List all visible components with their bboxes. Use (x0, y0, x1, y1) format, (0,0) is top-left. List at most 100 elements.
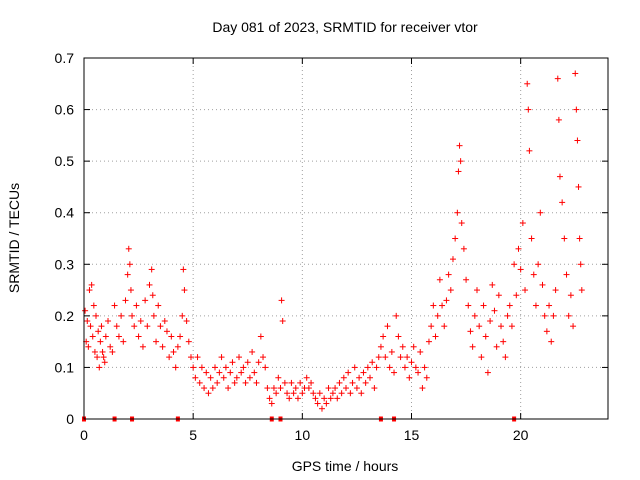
data-point (201, 385, 208, 392)
data-point (87, 323, 94, 330)
data-point (268, 400, 275, 407)
data-point (86, 287, 93, 294)
data-point (91, 348, 98, 355)
data-point (266, 395, 273, 402)
y-tick-label: 0.3 (55, 256, 75, 272)
data-point (181, 287, 188, 294)
data-point (292, 385, 299, 392)
data-point (430, 302, 437, 309)
data-point (260, 354, 267, 361)
data-point (113, 323, 120, 330)
data-point (166, 354, 173, 361)
data-point (457, 158, 464, 165)
data-point (432, 333, 439, 340)
data-point (577, 261, 584, 268)
data-point (573, 106, 580, 113)
data-point (491, 307, 498, 314)
y-tick-label: 0.7 (55, 50, 75, 66)
data-point (240, 364, 247, 371)
data-point (412, 364, 419, 371)
x-tick-label: 0 (80, 427, 88, 443)
data-point (290, 390, 297, 397)
data-point (351, 364, 358, 371)
data-point (323, 400, 330, 407)
data-point (439, 302, 446, 309)
data-point (312, 395, 319, 402)
data-point (216, 369, 223, 376)
data-point (332, 385, 339, 392)
data-point (554, 75, 561, 82)
data-point (410, 343, 417, 350)
data-point (325, 385, 332, 392)
data-point (308, 379, 315, 386)
data-point (179, 312, 186, 319)
data-point (574, 137, 581, 144)
data-point (318, 405, 325, 412)
data-point (270, 385, 277, 392)
data-point (458, 220, 465, 227)
data-point (89, 333, 96, 340)
data-point (95, 328, 102, 335)
data-points (82, 70, 585, 422)
data-point (476, 323, 483, 330)
data-point (278, 297, 285, 304)
data-point (99, 348, 106, 355)
data-point (214, 379, 221, 386)
data-point (364, 364, 371, 371)
data-point (122, 297, 129, 304)
data-point (570, 323, 577, 330)
data-point (253, 379, 260, 386)
data-point (227, 369, 234, 376)
data-point (493, 343, 500, 350)
data-point (441, 323, 448, 330)
data-point (314, 400, 321, 407)
data-point (362, 379, 369, 386)
data-point (528, 235, 535, 242)
data-point (469, 343, 476, 350)
data-point (375, 354, 382, 361)
data-point (535, 261, 542, 268)
data-point (275, 374, 282, 381)
data-point (465, 302, 472, 309)
data-point (471, 312, 478, 319)
data-point (500, 338, 507, 345)
data-point (391, 369, 398, 376)
data-point (541, 312, 548, 319)
data-point (397, 354, 404, 361)
data-point (343, 385, 349, 392)
data-point (369, 359, 376, 366)
data-point (399, 343, 406, 350)
data-point (425, 338, 432, 345)
data-point (96, 364, 103, 371)
data-point (511, 261, 518, 268)
data-point (421, 364, 428, 371)
data-point (525, 106, 532, 113)
data-point (249, 348, 256, 355)
data-point (567, 292, 574, 299)
data-point (447, 287, 454, 294)
data-point (82, 307, 89, 314)
data-point (107, 343, 114, 350)
data-point (576, 235, 583, 242)
data-point (443, 297, 450, 304)
data-point (338, 390, 345, 397)
data-point (478, 354, 485, 361)
data-point (310, 390, 317, 397)
data-point (360, 369, 367, 376)
data-point (111, 302, 118, 309)
data-point (196, 379, 203, 386)
data-point (474, 287, 480, 294)
data-point (84, 318, 91, 325)
data-point (246, 374, 253, 381)
data-point (97, 338, 104, 345)
data-point (572, 70, 579, 77)
data-point (286, 395, 293, 402)
data-point (327, 395, 334, 402)
data-point (148, 266, 155, 273)
data-point (187, 354, 194, 361)
data-point (100, 354, 107, 361)
data-point (264, 385, 271, 392)
data-point (281, 379, 288, 386)
data-point (297, 379, 304, 386)
